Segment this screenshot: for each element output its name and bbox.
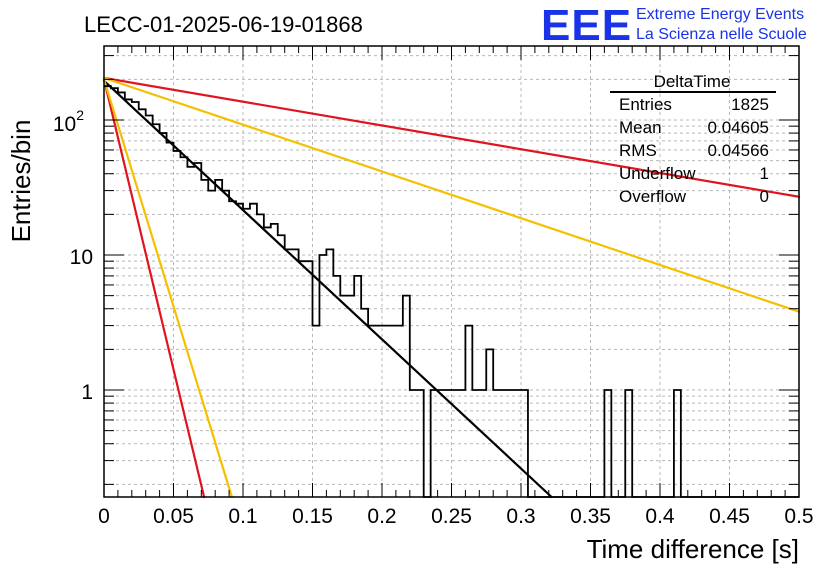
run-title: LECC-01-2025-06-19-01868 (84, 12, 363, 37)
logo-line-2: La Scienza nelle Scuole (636, 26, 807, 43)
stats-title: DeltaTime (654, 72, 731, 91)
series-layer (102, 76, 801, 499)
x-tick-label: 0.25 (431, 505, 472, 528)
y-tick-label-100-base: 10 (53, 113, 76, 136)
y-tick-label-100: 102 (53, 107, 84, 136)
x-tick-label: 0.15 (292, 505, 333, 528)
stats-value-underflow: 1 (760, 164, 769, 183)
stats-label-mean: Mean (619, 118, 662, 137)
x-tick-label: 0.45 (709, 505, 750, 528)
stats-value-overflow: 0 (760, 187, 769, 206)
curve-red-steep (102, 78, 206, 499)
stats-label-overflow: Overflow (619, 187, 687, 206)
stats-value-rms: 0.04566 (708, 141, 769, 160)
axis-ticks (103, 46, 800, 497)
curve-yellow-steep (102, 78, 233, 499)
y-tick-label-100-exponent: 2 (76, 107, 84, 123)
y-axis-title: Entries/bin (6, 120, 36, 243)
x-tick-label: 0.5 (784, 505, 813, 528)
x-tick-label: 0.05 (153, 505, 194, 528)
x-axis-title: Time difference [s] (587, 534, 799, 564)
eee-logo: EEE Extreme Energy Events La Scienza nel… (541, 1, 807, 50)
logo-mark: EEE (541, 1, 632, 50)
y-tick-label-1: 1 (81, 381, 93, 404)
stats-rows: Entries 1825 Mean 0.04605 RMS 0.04566 Underflo… (619, 95, 769, 206)
x-tick-labels: 0 0.05 0.1 0.15 0.2 0.25 0.3 0.35 0.4 0.45 0.5 (98, 505, 813, 528)
x-tick-label: 0 (98, 505, 110, 528)
y-tick-label-10: 10 (70, 246, 93, 269)
stats-box: DeltaTime Entries 1825 Mean 0.04605 RMS 0.045… (610, 72, 776, 206)
stats-value-mean: 0.04605 (708, 118, 769, 137)
stats-label-entries: Entries (619, 95, 672, 114)
y-tick-labels: 1 10 102 (53, 107, 93, 404)
x-tick-label: 0.1 (228, 505, 257, 528)
stats-value-entries: 1825 (731, 95, 769, 114)
x-tick-label: 0.35 (570, 505, 611, 528)
grid (104, 46, 799, 497)
curve-red-shallow (102, 76, 801, 198)
x-tick-label: 0.2 (367, 505, 396, 528)
curve-yellow-shallow (102, 76, 801, 313)
stats-label-underflow: Underflow (619, 164, 696, 183)
histogram-deltatime (104, 85, 799, 498)
stats-label-rms: RMS (619, 141, 657, 160)
logo-line-1: Extreme Energy Events (636, 6, 804, 23)
x-tick-label: 0.4 (645, 505, 675, 528)
x-tick-label: 0.3 (506, 505, 535, 528)
